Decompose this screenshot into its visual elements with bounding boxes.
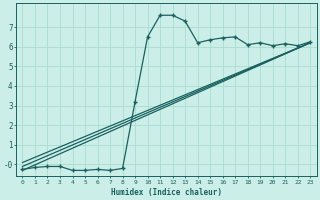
X-axis label: Humidex (Indice chaleur): Humidex (Indice chaleur)	[111, 188, 222, 197]
